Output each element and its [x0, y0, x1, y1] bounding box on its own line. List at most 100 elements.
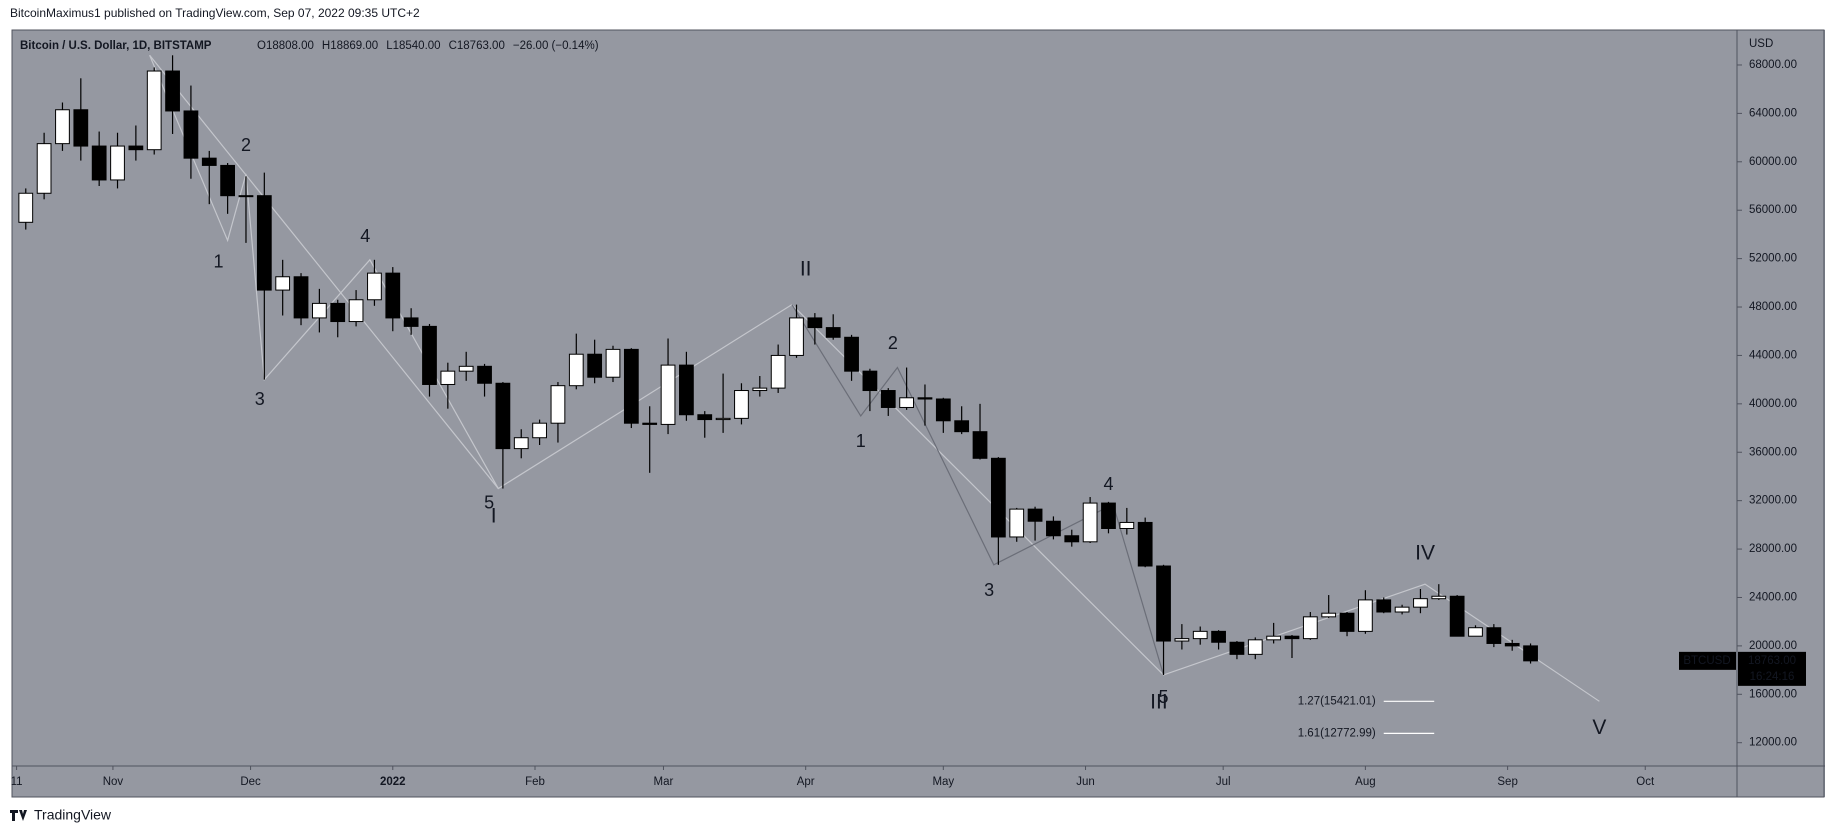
candle-body	[1302, 616, 1318, 640]
candle-body	[293, 276, 309, 319]
y-tick-label: 36000.00	[1749, 446, 1797, 458]
candle-body	[36, 143, 52, 194]
y-tick-label: 20000.00	[1749, 640, 1797, 652]
candle-body	[789, 317, 804, 356]
candle-body	[1247, 639, 1263, 655]
x-tick-label: May	[932, 776, 954, 788]
candle-body	[256, 195, 272, 291]
frame	[11, 29, 1825, 798]
x-tick-label: Jul	[1216, 776, 1231, 788]
candle-body	[422, 325, 437, 385]
candle-body	[311, 302, 327, 319]
wave-label: II	[800, 257, 812, 280]
chart-background	[12, 30, 1825, 797]
candle-body	[1174, 638, 1190, 642]
wave-label: I	[491, 504, 497, 527]
wave-label: 4	[360, 226, 370, 246]
candle-body	[734, 390, 749, 419]
candle-body	[1009, 508, 1025, 538]
fib-label: 1.27(15421.01)	[1298, 695, 1376, 707]
candle-body	[91, 145, 107, 181]
y-tick-label: 64000.00	[1749, 107, 1797, 119]
candle-body	[367, 272, 382, 301]
wave-label: 3	[255, 389, 265, 409]
candle-body	[1523, 645, 1538, 662]
wave-label: 3	[984, 580, 994, 600]
candle-body	[165, 70, 180, 112]
candle-body	[201, 157, 217, 166]
x-tick-label: Sep	[1497, 776, 1517, 788]
candle-body	[1358, 599, 1373, 632]
candle-body	[660, 364, 676, 425]
candle-body	[1339, 612, 1355, 632]
candle-body	[1156, 565, 1171, 642]
candle-body	[1486, 627, 1502, 644]
x-tick-label: 11	[11, 776, 23, 788]
candle-body	[403, 317, 419, 327]
candle-body	[477, 365, 492, 384]
candle-body	[1413, 598, 1428, 608]
candle-body	[1064, 535, 1080, 543]
candle-body	[73, 109, 89, 147]
x-tick-label: Dec	[240, 776, 261, 788]
candle-body	[880, 390, 896, 408]
x-tick-label: Feb	[525, 776, 545, 788]
ohlc-value: −26.00 (−0.14%)	[513, 40, 599, 52]
candle-body	[917, 397, 933, 400]
candle-body	[679, 364, 694, 416]
candle-body	[587, 353, 603, 378]
candle-body	[385, 272, 401, 319]
candle-body	[807, 317, 823, 329]
candle-body	[550, 385, 566, 424]
wave-line	[791, 304, 1165, 676]
ohlc-value: L18540.00	[386, 40, 440, 52]
candle-body	[1504, 642, 1520, 647]
candle-body	[330, 302, 346, 323]
candle-body	[697, 414, 713, 421]
candle-body	[532, 422, 547, 439]
candle-body	[110, 145, 125, 181]
candle-body	[862, 370, 878, 392]
candle-body	[935, 398, 951, 422]
wave-label: 2	[888, 333, 898, 353]
price-tag-box	[1738, 651, 1806, 686]
wave-label: 2	[241, 135, 251, 155]
candle-body	[715, 417, 731, 421]
candle-body	[55, 109, 70, 145]
ohlc-value: H18869.00	[322, 40, 378, 52]
candle-body	[440, 370, 456, 385]
price-tag-price: 18763.00	[1748, 655, 1796, 667]
candle-body	[990, 457, 1006, 538]
candle-body	[752, 387, 768, 392]
candle-body	[1119, 521, 1135, 529]
candle-body	[513, 437, 529, 450]
wave-label: IV	[1415, 541, 1435, 564]
wave-label: 4	[1103, 474, 1113, 494]
candle-body	[623, 348, 639, 424]
candle-body	[238, 195, 254, 198]
candle-body	[972, 431, 988, 459]
y-tick-label: 56000.00	[1749, 204, 1797, 216]
y-tick-label: 12000.00	[1749, 737, 1797, 749]
candle-body	[1082, 502, 1098, 543]
candle-body	[1137, 521, 1153, 567]
price-tag-symbol-box	[1679, 651, 1736, 670]
publisher: BitcoinMaximus1 published on TradingView…	[10, 6, 420, 20]
candle-body	[770, 354, 786, 389]
candle-body	[1027, 508, 1043, 522]
candle-body	[183, 110, 199, 159]
y-tick-label: 32000.00	[1749, 495, 1797, 507]
ohlc-value: O18808.00	[257, 40, 314, 52]
x-tick-label: 2022	[380, 776, 406, 788]
candle-body	[146, 70, 162, 151]
candle-body	[825, 327, 841, 338]
candle-body	[458, 365, 474, 372]
x-tick-label: Oct	[1636, 776, 1655, 788]
candle-body	[844, 336, 859, 372]
y-tick-label: 52000.00	[1749, 253, 1797, 265]
wave-label: III	[1150, 691, 1168, 714]
y-tick-label: 16000.00	[1749, 688, 1797, 700]
footer-brand: TradingView	[34, 807, 112, 823]
candle-body	[642, 422, 658, 425]
